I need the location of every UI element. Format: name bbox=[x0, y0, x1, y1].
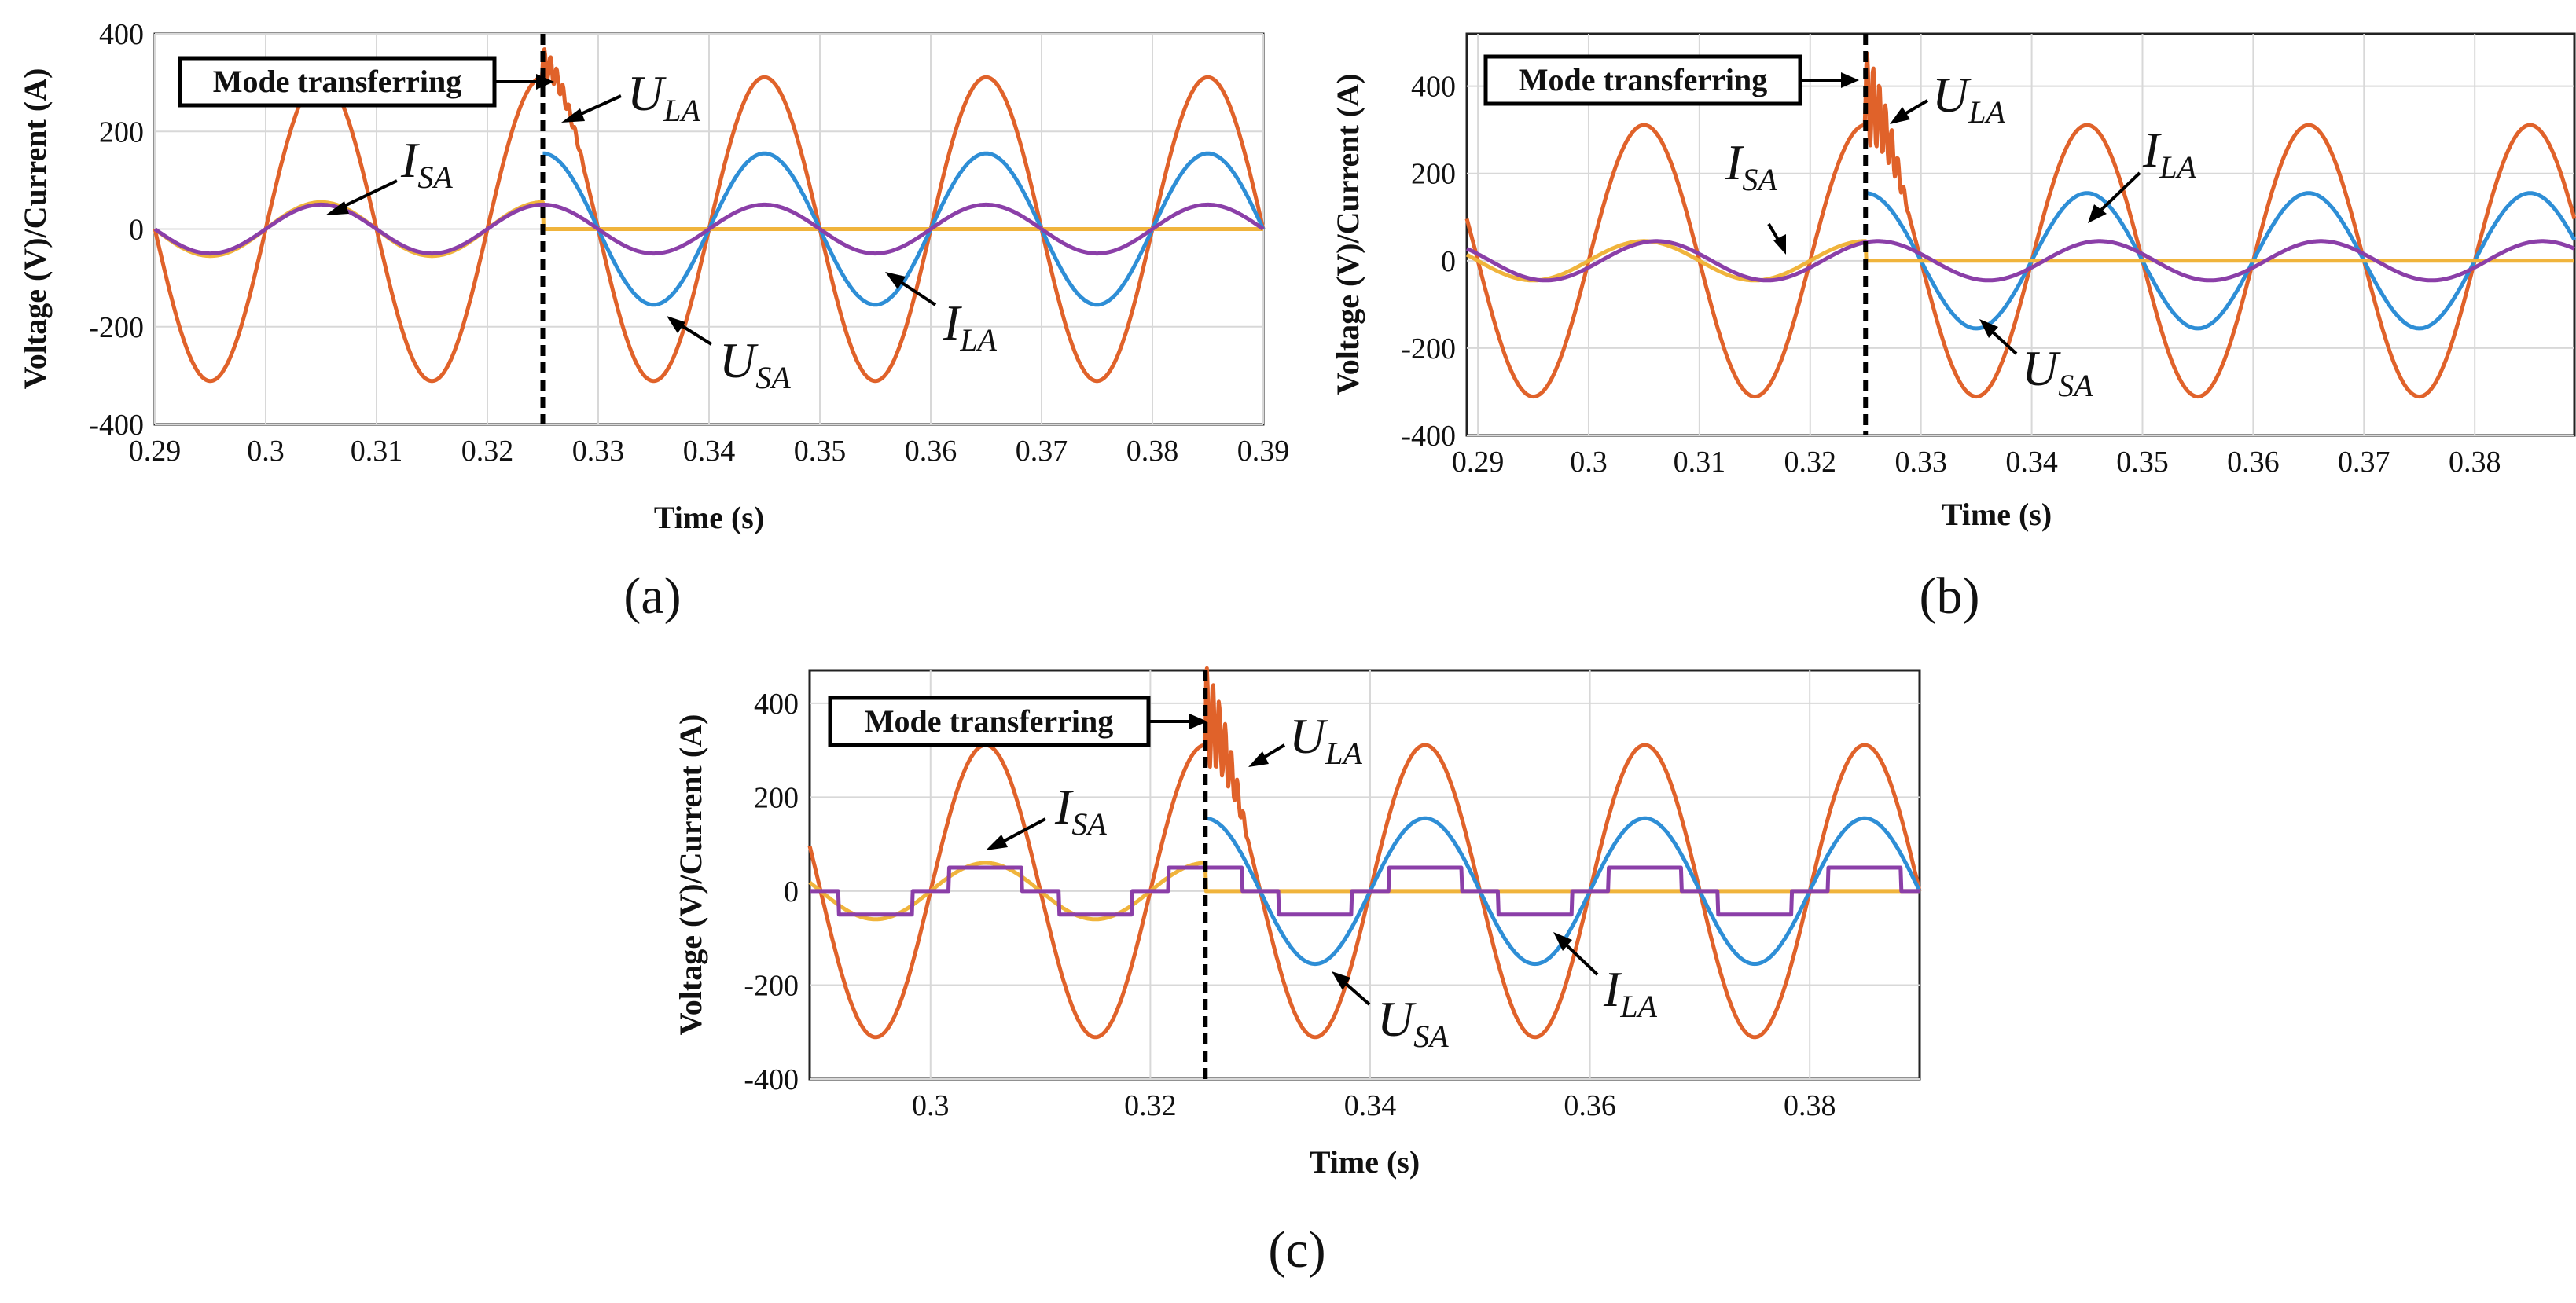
svg-text:ULA: ULA bbox=[1289, 708, 1362, 771]
label-i-sa: ISA bbox=[325, 132, 453, 215]
x-tick-label: 0.32 bbox=[1124, 1089, 1177, 1122]
y-tick-label: 400 bbox=[1411, 71, 1456, 104]
svg-text:ILA: ILA bbox=[1603, 961, 1658, 1024]
x-tick-label: 0.31 bbox=[351, 435, 403, 468]
label-i-la: ILA bbox=[2088, 122, 2197, 223]
label-u-sa: USA bbox=[1332, 971, 1449, 1054]
y-tick-label: -400 bbox=[89, 409, 144, 442]
svg-text:ILA: ILA bbox=[943, 295, 998, 358]
x-tick-label: 0.29 bbox=[129, 435, 182, 468]
svg-text:ISA: ISA bbox=[1725, 134, 1777, 197]
mode-transferring-label: Mode transferring bbox=[1519, 62, 1768, 97]
label-i-la: ILA bbox=[1553, 932, 1658, 1024]
y-tick-label: 0 bbox=[1441, 245, 1456, 278]
arrow-head bbox=[536, 74, 554, 90]
label-i-sa: ISA bbox=[986, 779, 1107, 850]
x-tick-label: 0.29 bbox=[1452, 446, 1505, 479]
x-tick-label: 0.3 bbox=[912, 1089, 950, 1122]
label-u-sa: USA bbox=[667, 316, 791, 395]
svg-text:ULA: ULA bbox=[1932, 67, 2005, 130]
y-tick-label: 400 bbox=[99, 18, 144, 51]
series-u-la bbox=[807, 666, 1922, 1040]
x-tick-label: 0.36 bbox=[1564, 1089, 1616, 1122]
x-tick-label: 0.31 bbox=[1674, 446, 1726, 479]
x-tick-label: 0.38 bbox=[1784, 1089, 1836, 1122]
label-u-sa: USA bbox=[1979, 319, 2093, 403]
panel-b: 0.29 0.3 0.31 0.32 0.33 0.34 0.35 0.36 0.37 0.38 -… bbox=[1330, 32, 2576, 625]
svg-text:USA: USA bbox=[1377, 991, 1449, 1054]
y-tick-label: 0 bbox=[784, 875, 799, 908]
series-group bbox=[1464, 51, 2576, 399]
y-tick-label: -400 bbox=[744, 1063, 799, 1096]
y-tick-label: -200 bbox=[744, 969, 799, 1002]
x-tick-label: 0.34 bbox=[2005, 446, 2058, 479]
y-tick-label: 200 bbox=[754, 781, 799, 814]
y-axis-label: Voltage (V)/Current (A) bbox=[1330, 74, 1365, 395]
label-i-sa: ISA bbox=[1725, 134, 1786, 255]
svg-text:ULA: ULA bbox=[627, 65, 700, 128]
x-tick-label: 0.36 bbox=[905, 435, 957, 468]
tick-labels: 0.29 0.3 0.31 0.32 0.33 0.34 0.35 0.36 0.37 0.38 0… bbox=[89, 18, 1289, 468]
x-tick-label: 0.33 bbox=[572, 435, 625, 468]
x-tick-label: 0.33 bbox=[1894, 446, 1947, 479]
series-u-la bbox=[1464, 51, 2576, 399]
x-tick-label: 0.34 bbox=[683, 435, 736, 468]
series-i-la bbox=[1465, 239, 2576, 283]
x-tick-label: 0.37 bbox=[2338, 446, 2390, 479]
tick-labels: 0.29 0.3 0.31 0.32 0.33 0.34 0.35 0.36 0.37 0.38 -… bbox=[1401, 71, 2501, 479]
x-tick-label: 0.36 bbox=[2227, 446, 2280, 479]
x-axis-label: Time (s) bbox=[654, 500, 764, 535]
x-tick-label: 0.37 bbox=[1016, 435, 1068, 468]
x-tick-label: 0.3 bbox=[247, 435, 285, 468]
label-u-la: ULA bbox=[561, 65, 700, 128]
mode-transferring-box: Mode transferring bbox=[1483, 54, 1859, 106]
y-axis-label: Voltage (V)/Current (A) bbox=[17, 68, 53, 390]
x-tick-label: 0.38 bbox=[1126, 435, 1179, 468]
y-tick-label: -200 bbox=[1401, 332, 1456, 365]
mode-transferring-box: Mode transferring bbox=[178, 56, 554, 108]
x-tick-label: 0.39 bbox=[1237, 435, 1290, 468]
series-i-la bbox=[808, 865, 1921, 917]
svg-text:USA: USA bbox=[719, 332, 791, 395]
label-i-la: ILA bbox=[885, 272, 998, 358]
x-axis-label: Time (s) bbox=[1942, 497, 2052, 532]
x-tick-label: 0.32 bbox=[1784, 446, 1837, 479]
x-tick-label: 0.34 bbox=[1344, 1089, 1397, 1122]
x-axis-label: Time (s) bbox=[1310, 1144, 1420, 1180]
label-u-la: ULA bbox=[1248, 708, 1362, 771]
x-tick-label: 0.32 bbox=[461, 435, 514, 468]
svg-text:USA: USA bbox=[2022, 340, 2093, 403]
mode-transferring-label: Mode transferring bbox=[865, 703, 1114, 739]
panel-label-a: (a) bbox=[623, 567, 681, 625]
y-axis-label: Voltage (V)/Current (A) bbox=[673, 714, 708, 1036]
mode-transferring-label: Mode transferring bbox=[213, 64, 462, 99]
y-tick-label: 400 bbox=[754, 688, 799, 721]
label-u-la: ULA bbox=[1890, 67, 2005, 130]
x-tick-label: 0.38 bbox=[2449, 446, 2501, 479]
y-tick-label: 200 bbox=[1411, 158, 1456, 191]
svg-text:ISA: ISA bbox=[400, 132, 453, 195]
x-tick-label: 0.35 bbox=[794, 435, 847, 468]
y-tick-label: -200 bbox=[89, 311, 144, 344]
y-tick-label: 0 bbox=[129, 214, 144, 247]
panel-c: 0.3 0.32 0.34 0.36 0.38 -400 -200 0 200 400 Time … bbox=[673, 666, 1922, 1279]
tick-labels: 0.3 0.32 0.34 0.36 0.38 -400 -200 0 200 400 bbox=[744, 688, 1836, 1122]
panel-label-c: (c) bbox=[1268, 1221, 1325, 1279]
arrow-head bbox=[1841, 72, 1859, 88]
svg-text:ILA: ILA bbox=[2142, 122, 2197, 185]
x-tick-label: 0.3 bbox=[1570, 446, 1608, 479]
y-tick-label: -400 bbox=[1401, 420, 1456, 453]
x-tick-label: 0.35 bbox=[2116, 446, 2169, 479]
mode-transferring-box: Mode transferring bbox=[828, 696, 1207, 747]
y-tick-label: 200 bbox=[99, 116, 144, 149]
panel-label-b: (b) bbox=[1920, 567, 1980, 625]
svg-text:ISA: ISA bbox=[1054, 779, 1107, 842]
panel-a: 0.29 0.3 0.31 0.32 0.33 0.34 0.35 0.36 0.37 0.38 0… bbox=[17, 18, 1289, 625]
arrow-head bbox=[1189, 714, 1207, 729]
